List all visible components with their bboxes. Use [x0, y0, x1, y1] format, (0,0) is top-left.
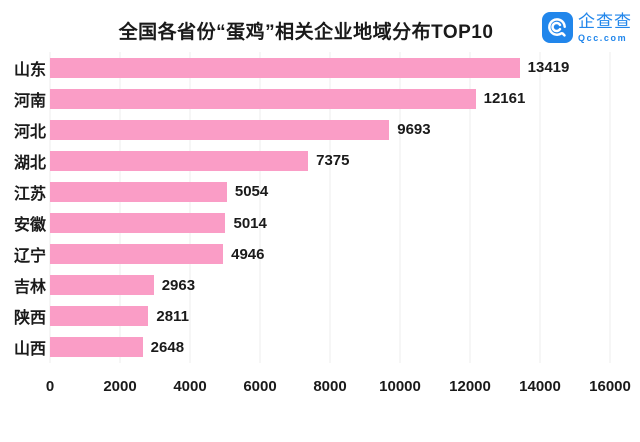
bar [50, 181, 227, 202]
bar [50, 88, 476, 109]
bar-row: 湖北 7375 [14, 145, 610, 176]
gridline [49, 52, 51, 363]
value-label: 4946 [231, 245, 265, 263]
bar-rows: 山东 13419 河南 12161 河北 9693 湖北 7375 江苏 [14, 52, 610, 363]
bar-row: 河北 9693 [14, 114, 610, 145]
x-axis-tick-label: 4000 [173, 378, 207, 395]
qcc-logo-text: 企查查 Qcc.com [578, 12, 632, 43]
value-label: 7375 [316, 152, 350, 170]
category-label: 吉林 [13, 279, 46, 297]
qcc-logo: 企查查 Qcc.com [542, 12, 632, 43]
bar-row: 山西 2648 [14, 332, 610, 363]
chart-title: 全国各省份“蛋鸡”相关企业地域分布TOP10 [118, 22, 494, 43]
category-label: 湖北 [13, 154, 46, 172]
category-label: 辽宁 [13, 248, 46, 266]
x-axis-tick-label: 10000 [379, 378, 421, 395]
x-axis-tick-label: 6000 [243, 378, 277, 395]
bar [50, 306, 149, 327]
gridline [259, 52, 261, 363]
bar [50, 150, 309, 171]
gridlines [49, 52, 611, 363]
category-label: 河南 [13, 92, 46, 110]
bar [50, 57, 520, 78]
value-label: 2963 [161, 276, 196, 294]
x-axis: 0 2000 4000 6000 8000 10000 12000 14000 16000 [46, 378, 631, 398]
x-axis-tick-label: 8000 [313, 378, 347, 395]
bar-row: 陕西 2811 [14, 301, 610, 332]
category-label: 陕西 [13, 310, 46, 328]
x-axis-tick-label: 2000 [103, 378, 137, 395]
gridline [189, 52, 191, 363]
qcc-logo-name-en: Qcc.com [578, 33, 628, 43]
gridline [539, 52, 541, 363]
bar-row: 安徽 5014 [14, 207, 610, 238]
bar [50, 244, 224, 265]
value-label: 2648 [150, 338, 185, 356]
plot-area: 山东 13419 河南 12161 河北 9693 湖北 7375 江苏 [14, 52, 611, 363]
category-label: 江苏 [13, 185, 46, 203]
x-axis-tick-label: 12000 [449, 378, 491, 395]
qcc-logo-name-cn: 企查查 [578, 12, 632, 31]
bar-row: 山东 13419 [14, 52, 610, 83]
value-label: 5054 [234, 183, 269, 201]
bar [50, 213, 226, 234]
gridline [329, 52, 331, 363]
x-axis-tick-label: 0 [45, 378, 55, 395]
gridline [609, 52, 611, 363]
value-label: 13419 [527, 59, 570, 77]
value-label: 9693 [397, 121, 431, 139]
x-axis-tick-label: 16000 [589, 378, 631, 395]
value-label: 5014 [233, 214, 267, 232]
bar-row: 吉林 2963 [14, 270, 610, 301]
gridline [119, 52, 121, 363]
value-label: 2811 [156, 307, 189, 325]
qcc-logo-icon [542, 12, 573, 43]
bar [50, 119, 390, 140]
value-label: 12161 [483, 90, 526, 108]
category-label: 山东 [13, 61, 46, 79]
bar-row: 辽宁 4946 [14, 239, 610, 270]
bar [50, 337, 143, 358]
gridline [469, 52, 471, 363]
bar-row: 河南 12161 [14, 83, 610, 114]
footer-notes: 1、仅统计关键词包含“蛋鸡”的相关企业 2、统计时间2021.8.20 3、数据… [404, 402, 640, 442]
category-label: 河北 [13, 123, 46, 141]
category-label: 安徽 [13, 217, 46, 235]
gridline [399, 52, 401, 363]
x-axis-tick-label: 14000 [519, 378, 561, 395]
bar [50, 275, 154, 296]
category-label: 山西 [13, 341, 46, 359]
bar-row: 江苏 5054 [14, 176, 610, 207]
